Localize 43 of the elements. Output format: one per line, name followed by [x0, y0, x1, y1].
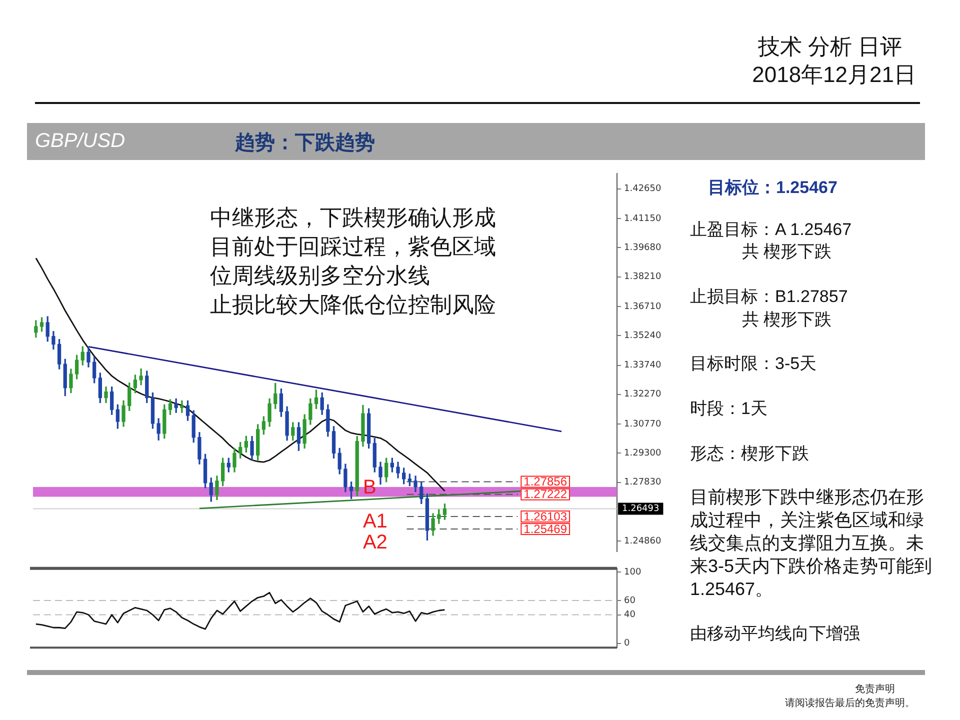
- y-tick-label: 1.33740: [624, 360, 662, 371]
- y-tick-label: 1.41150: [624, 214, 662, 224]
- text: 止损目标：B1.27857: [690, 286, 849, 308]
- y-tick-label: 60: [624, 596, 636, 606]
- text: 由移动平均线向下增强: [690, 623, 861, 645]
- text: 技术 分析 日评: [758, 33, 902, 61]
- annotation: 中继形态，下跌楔形确认形成: [210, 205, 496, 230]
- ref-line-label: 1.27222: [524, 487, 568, 502]
- y-tick-label: 1.36710: [624, 302, 662, 312]
- text: 时段：1天: [690, 398, 768, 420]
- annotation: 目前处于回踩过程，紫色区域: [210, 234, 496, 259]
- text: 共 楔形下跌: [742, 241, 833, 263]
- chart-subtitle: 趋势：下跌趋势: [235, 131, 375, 156]
- text: 请阅读报告最后的免责声明。: [785, 696, 915, 710]
- y-tick-label: 0: [624, 638, 630, 649]
- y-tick-label: 1.24860: [624, 536, 662, 546]
- y-tick-label: 1.32270: [624, 390, 662, 400]
- ref-line-label: 1.26103: [524, 509, 568, 524]
- y-tick-label: 1.38210: [624, 272, 662, 282]
- text: 目前楔形下跌中继形态仍在形成过程中，关注紫色区域和绿线交集点的支撑阻力互换。未来3-5天内下跌价格走势可能到1.25467。: [690, 486, 932, 601]
- text: 止盈目标：A 1.25467: [690, 219, 853, 241]
- text: 共 楔形下跌: [742, 309, 833, 331]
- ref-line-label: 1.27856: [524, 474, 568, 489]
- text: 目标位：1.25467: [708, 177, 838, 199]
- text: 免责声明: [855, 682, 895, 696]
- y-tick-label: 40: [624, 610, 636, 620]
- y-tick-label: 1.35240: [624, 330, 662, 341]
- annotation: 止损比较大降低仓位控制风险: [210, 292, 496, 317]
- y-tick-label: 1.39680: [624, 243, 662, 253]
- y-tick-label: 1.29300: [624, 448, 662, 459]
- ref-line-label: 1.25469: [524, 522, 568, 536]
- text: 2018年12月21日: [752, 61, 916, 89]
- y-tick-label: 1.30770: [624, 419, 662, 430]
- ref-line-label: 1.26493: [622, 504, 660, 514]
- text: 目标时限：3-5天: [690, 353, 818, 375]
- y-tick-label: 100: [624, 567, 642, 578]
- text: 形态：楔形下跌: [690, 443, 810, 465]
- annotation: 位周线级别多空分水线: [210, 263, 430, 288]
- chart-title: GBP/USD: [35, 130, 126, 153]
- annotation: A1: [362, 510, 388, 533]
- y-tick-label: 1.27830: [624, 478, 662, 488]
- y-tick-label: 1.42650: [624, 184, 662, 194]
- annotation: A2: [362, 532, 388, 554]
